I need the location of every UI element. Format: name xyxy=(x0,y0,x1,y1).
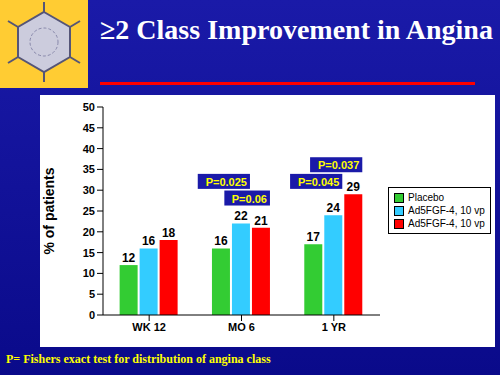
svg-text:25: 25 xyxy=(83,205,95,217)
svg-text:1 YR: 1 YR xyxy=(322,321,346,333)
svg-text:0: 0 xyxy=(89,309,95,321)
svg-text:% of patients: % of patients xyxy=(41,167,57,254)
svg-text:20: 20 xyxy=(83,226,95,238)
svg-text:35: 35 xyxy=(83,163,95,175)
svg-text:45: 45 xyxy=(83,122,95,134)
svg-text:P=0.045: P=0.045 xyxy=(298,176,339,188)
html-text:Placebo: Placebo xyxy=(408,192,445,203)
html-text:Ad5FGF-4, 10 vp: Ad5FGF-4, 10 vp xyxy=(408,218,485,229)
svg-text:P=0.06: P=0.06 xyxy=(232,193,267,205)
svg-text:15: 15 xyxy=(83,247,95,259)
svg-text:40: 40 xyxy=(83,143,95,155)
svg-text:MO 6: MO 6 xyxy=(228,321,255,333)
svg-text:30: 30 xyxy=(83,184,95,196)
svg-text:22: 22 xyxy=(234,209,248,223)
svg-text:10: 10 xyxy=(83,267,95,279)
svg-text:P=0.037: P=0.037 xyxy=(318,159,359,171)
svg-text:WK 12: WK 12 xyxy=(132,321,166,333)
html-text:P= Fishers exact test for dist: P= Fishers exact test for distribution o… xyxy=(6,352,271,366)
svg-text:16: 16 xyxy=(142,234,156,248)
svg-text:24: 24 xyxy=(327,201,341,215)
svg-text:5: 5 xyxy=(89,288,95,300)
html-text:Ad5FGF-4, 10 vp: Ad5FGF-4, 10 vp xyxy=(408,205,485,216)
svg-text:17: 17 xyxy=(307,230,321,244)
svg-text:50: 50 xyxy=(83,101,95,113)
svg-text:21: 21 xyxy=(254,214,268,228)
svg-text:16: 16 xyxy=(214,234,228,248)
html-text:≥2 Class Improvement in Angina: ≥2 Class Improvement in Angina xyxy=(100,14,493,45)
svg-text:29: 29 xyxy=(347,180,361,194)
svg-text:18: 18 xyxy=(162,226,176,240)
svg-text:P=0.025: P=0.025 xyxy=(206,176,247,188)
svg-text:12: 12 xyxy=(122,251,136,265)
